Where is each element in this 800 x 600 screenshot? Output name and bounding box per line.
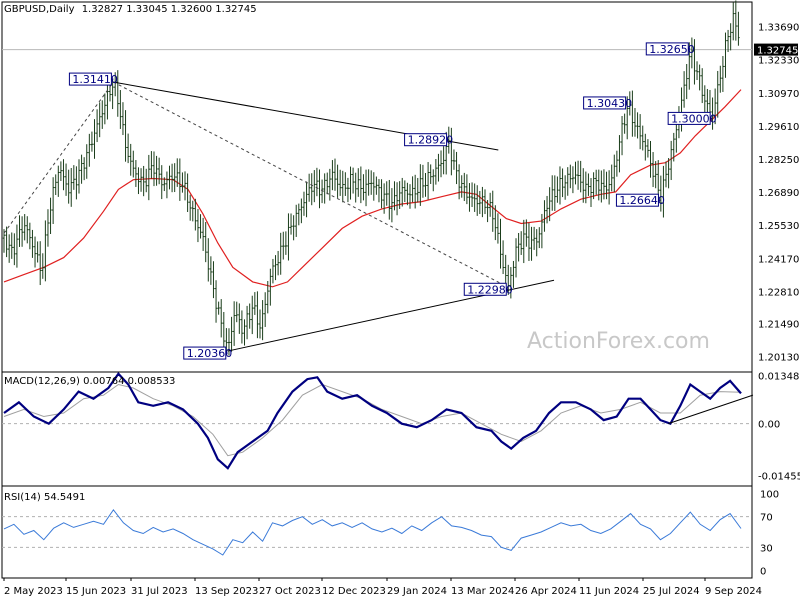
macd-title: MACD(12,26,9) 0.00764 0.008533: [4, 376, 175, 387]
macd-tick-label: 0.013489: [758, 372, 800, 383]
pivot-labels: 1.31410 1.20360 1.28920 1.22980 1.30430 1.266…: [68, 42, 717, 360]
price-tick-label: 1.28250: [758, 155, 799, 166]
macd-tick-label: -0.014554: [758, 472, 800, 483]
panel-frame: [1, 371, 753, 487]
current-price-label: 1.32745: [757, 46, 798, 57]
price-tick-label: 1.22810: [758, 287, 799, 298]
pivot-label: 1.30000: [671, 112, 717, 125]
macd-signal-line: [3, 383, 742, 457]
symbol-label: GBPUSD,Daily: [4, 4, 75, 15]
macd-line: [3, 372, 742, 470]
panel-frames: [1, 1, 753, 579]
x-tick-label: 13 Mar 2024: [451, 586, 514, 597]
pivot-label: 1.31410: [72, 73, 118, 86]
ohlc-readout: 1.32827 1.33045 1.32600 1.32745: [82, 4, 257, 15]
x-tick-label: 13 Sep 2023: [195, 586, 258, 597]
x-tick-label: 11 Jun 2024: [579, 586, 639, 597]
rsi-tick-label: 30: [760, 543, 773, 554]
x-tick-label: 29 Jan 2024: [387, 586, 447, 597]
price-tick-label: 1.20130: [758, 353, 799, 364]
price-tick-label: 1.24170: [758, 254, 799, 265]
chart-header: GBPUSD,Daily 1.32827 1.33045 1.32600 1.3…: [4, 4, 257, 15]
rsi-tick-label: 0: [760, 566, 766, 577]
x-tick-label: 2 May 2023: [4, 586, 63, 597]
rsi-panel: [2, 508, 752, 556]
macd-tick-label: 0.00: [758, 420, 780, 431]
trendlines: [3, 81, 555, 352]
trendline: [3, 81, 114, 234]
x-tick-label: 9 Sep 2024: [705, 586, 762, 597]
watermark: ActionForex.com: [527, 329, 710, 354]
macd-panel: [2, 372, 754, 470]
y-axis-labels: 1.33690 1.32330 1.30970 1.29610 1.28250 1.268…: [754, 23, 800, 577]
x-tick-label: 12 Dec 2023: [322, 586, 386, 597]
x-tick-label: 15 Jun 2023: [66, 586, 126, 597]
price-tick-label: 1.26890: [758, 188, 799, 199]
price-tick-label: 1.25530: [758, 221, 799, 232]
trendline: [113, 81, 509, 288]
rsi-tick-label: 100: [760, 490, 779, 501]
x-tick-label: 25 Jul 2024: [643, 586, 700, 597]
price-tick-label: 1.29610: [758, 122, 799, 133]
current-price-tag: [754, 43, 798, 56]
x-axis-labels: 2 May 2023 15 Jun 2023 31 Jul 2023 13 Sep 2…: [3, 578, 762, 597]
rsi-line: [3, 508, 742, 556]
price-tick-label: 1.32330: [758, 56, 799, 67]
pivot-label: 1.30430: [587, 97, 633, 110]
pivot-label: 1.32650: [649, 43, 695, 56]
pivot-label: 1.20360: [187, 347, 233, 360]
pivot-label: 1.26640: [619, 194, 665, 207]
moving-average: [3, 89, 742, 288]
panel-frame: [1, 1, 753, 373]
x-tick-label: 31 Jul 2023: [131, 586, 188, 597]
pivot-label: 1.28920: [408, 134, 454, 147]
pivot-label: 1.22980: [467, 283, 513, 296]
x-tick-label: 26 Apr 2024: [515, 586, 577, 597]
x-tick-label: 27 Oct 2023: [259, 586, 321, 597]
macd-trendline: [668, 394, 754, 425]
price-tick-label: 1.33690: [758, 23, 799, 34]
price-tick-label: 1.30970: [758, 89, 799, 100]
rsi-tick-label: 70: [760, 513, 773, 524]
price-tick-label: 1.21490: [758, 320, 799, 331]
price-bars: [2, 0, 740, 356]
rsi-title: RSI(14) 54.5491: [4, 492, 85, 503]
panel-frame: [1, 485, 753, 579]
ma-line: [3, 89, 742, 288]
